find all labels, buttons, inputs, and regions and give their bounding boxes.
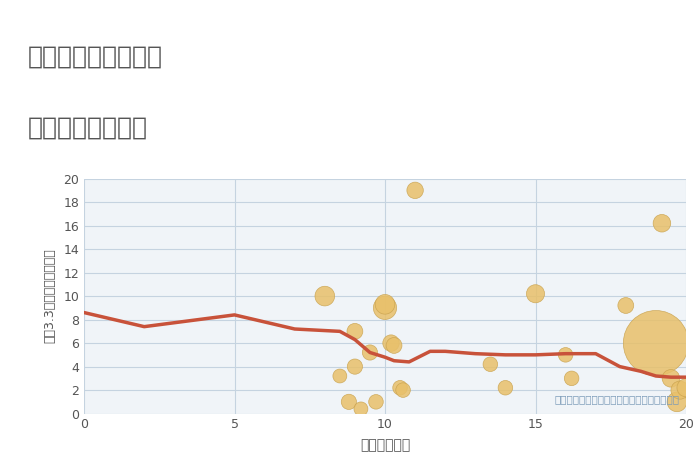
Point [671,398,682,406]
Point [530,290,541,298]
Point [389,342,400,349]
Point [343,398,354,406]
X-axis label: 駅距離（分）: 駅距離（分） [360,439,410,453]
Point [379,301,391,308]
Y-axis label: 坪（3.3㎡）単価（万円）: 坪（3.3㎡）単価（万円） [43,249,56,344]
Point [620,302,631,309]
Point [364,349,375,356]
Point [319,292,330,300]
Point [370,398,382,406]
Point [386,339,397,347]
Point [560,351,571,359]
Point [335,372,346,380]
Point [665,375,676,382]
Point [650,339,662,347]
Point [349,363,360,370]
Point [356,405,367,413]
Text: 円の大きさは、取引のあった物件面積を示す: 円の大きさは、取引のあった物件面積を示す [555,394,680,404]
Point [398,386,409,394]
Point [484,360,496,368]
Point [680,384,692,392]
Point [566,375,578,382]
Point [349,328,360,335]
Point [657,219,668,227]
Point [674,386,685,394]
Point [500,384,511,392]
Point [395,384,406,392]
Text: 三重県伊賀市印代の: 三重県伊賀市印代の [28,45,163,69]
Point [379,304,391,312]
Text: 駅距離別土地価格: 駅距離別土地価格 [28,116,148,140]
Point [410,187,421,194]
